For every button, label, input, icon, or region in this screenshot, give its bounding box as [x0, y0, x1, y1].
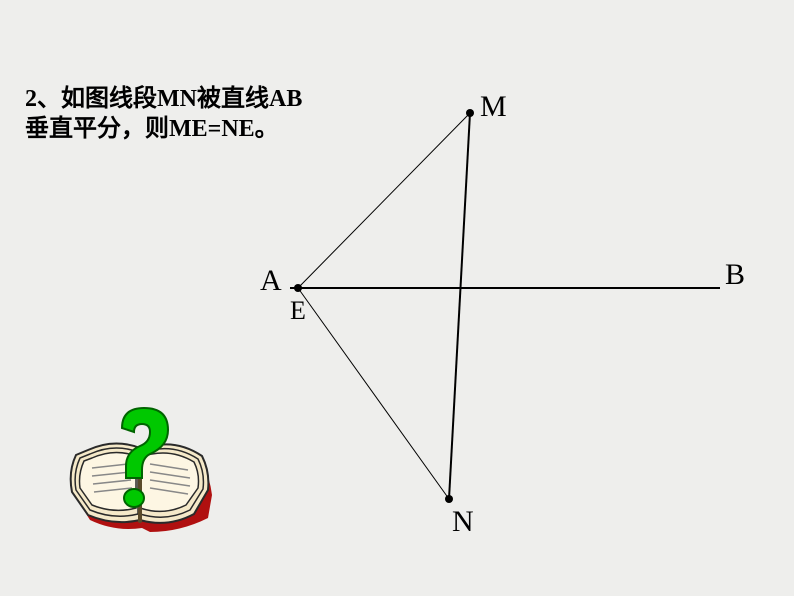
label-a: A [260, 264, 282, 298]
point-e [294, 284, 302, 292]
point-n [445, 495, 453, 503]
label-n: N [452, 505, 474, 539]
point-m [466, 109, 474, 117]
label-e: E [290, 296, 306, 326]
label-b: B [725, 258, 745, 292]
line-en [298, 288, 449, 499]
label-m: M [480, 90, 507, 124]
line-mn [449, 113, 470, 499]
question-line-2: 垂直平分，则ME=NE。 [25, 108, 279, 143]
book-question-icon [60, 400, 220, 540]
line-em [298, 113, 470, 288]
